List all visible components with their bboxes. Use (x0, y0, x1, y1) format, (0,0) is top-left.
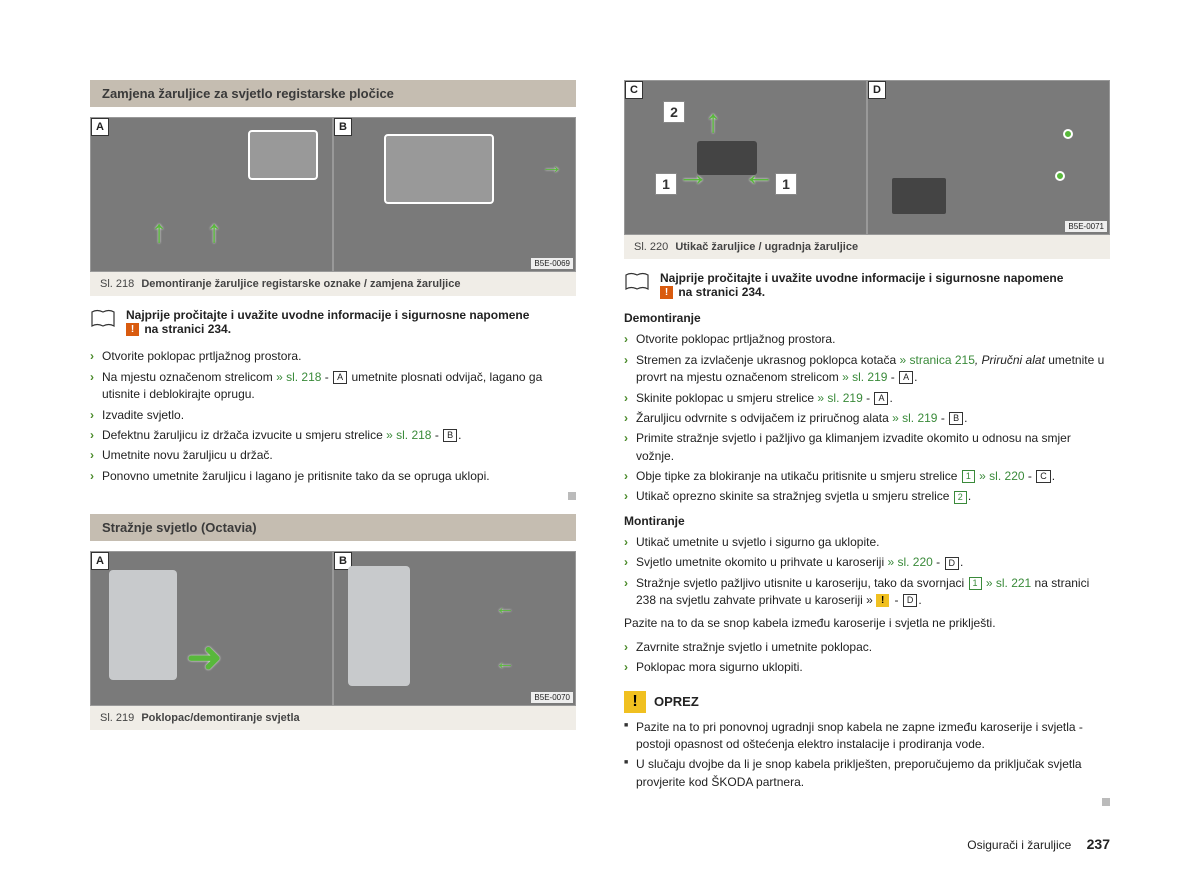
figure-220: C 2 1 1 ↑ → ← D B5E-0071 Sl (624, 80, 1110, 259)
step-item: Poklopac mora sigurno uklopiti. (624, 659, 1110, 676)
page-number: 237 (1087, 836, 1110, 852)
figure-218: A ↑ ↑ B → B5E-0069 Sl. 218 Demontiranje … (90, 117, 576, 296)
step-item: Skinite poklopac u smjeru strelice » sl.… (624, 390, 1110, 407)
step-item: Umetnite novu žaruljicu u držač. (90, 447, 576, 464)
step-item: Otvorite poklopac prtljažnog prostora. (90, 348, 576, 365)
step-item: Stremen za izvlačenje ukrasnog poklopca … (624, 352, 1110, 387)
step-item: Otvorite poklopac prtljažnog prostora. (624, 331, 1110, 348)
figure-ref-code: B5E-0070 (531, 692, 573, 703)
step-item: Utikač oprezno skinite sa stražnjeg svje… (624, 488, 1110, 505)
caution-label: OPREZ (654, 694, 699, 709)
caution-heading: ! OPREZ (624, 691, 1110, 713)
figure-220-d: D B5E-0071 (867, 80, 1110, 235)
section-end-marker (568, 492, 576, 500)
step-item: Izvadite svjetlo. (90, 407, 576, 424)
figure-ref-code: B5E-0069 (531, 258, 573, 269)
figure-label: A (91, 552, 109, 570)
figure-label: D (868, 81, 886, 99)
warning-icon: ! (126, 323, 139, 336)
section-header-replace-bulb: Zamjena žaruljice za svjetlo registarske… (90, 80, 576, 107)
section-end-marker (1102, 798, 1110, 806)
section-header-rear-light: Stražnje svjetlo (Octavia) (90, 514, 576, 541)
book-icon (90, 308, 116, 330)
figure-219-b: B ← ← B5E-0070 (333, 551, 576, 706)
figure-220-c: C 2 1 1 ↑ → ← (624, 80, 867, 235)
figure-ref-code: B5E-0071 (1065, 221, 1107, 232)
warning-icon: ! (660, 286, 673, 299)
note-paragraph: Pazite na to da se snop kabela između ka… (624, 615, 1110, 632)
step-item: Svjetlo umetnite okomito u prihvate u ka… (624, 554, 1110, 571)
figure-218-a: A ↑ ↑ (90, 117, 333, 272)
figure-label: A (91, 118, 109, 136)
caution-item: Pazite na to pri ponovnoj ugradnji snop … (624, 719, 1110, 754)
step-item: Ponovno umetnite žaruljicu i lagano je p… (90, 468, 576, 485)
intro-page-ref: na stranici 234. (678, 285, 765, 299)
caution-inline-icon: ! (876, 594, 889, 607)
figure-219-a: A ➜ (90, 551, 333, 706)
step-item: Na mjestu označenom strelicom » sl. 218 … (90, 369, 576, 404)
figure-label: B (334, 118, 352, 136)
figure-caption: Sl. 219 Poklopac/demontiranje svjetla (90, 706, 576, 730)
step-item: Obje tipke za blokiranje na utikaču prit… (624, 468, 1110, 485)
intro-note: Najprije pročitajte i uvažite uvodne inf… (90, 308, 576, 336)
caution-icon: ! (624, 691, 646, 713)
book-icon (624, 271, 650, 293)
figure-219: A ➜ B ← ← B5E-0070 Sl. 219 Poklopac/demo… (90, 551, 576, 730)
figure-caption: Sl. 218 Demontiranje žaruljice registars… (90, 272, 576, 296)
figure-caption: Sl. 220 Utikač žaruljice / ugradnja žaru… (624, 235, 1110, 259)
intro-text: Najprije pročitajte i uvažite uvodne inf… (126, 308, 529, 322)
caution-item: U slučaju dvojbe da li je snop kabela pr… (624, 756, 1110, 791)
step-item: Zavrnite stražnje svjetlo i umetnite pok… (624, 639, 1110, 656)
figure-label: C (625, 81, 643, 99)
footer-section: Osigurači i žaruljice (967, 838, 1071, 852)
intro-text: Najprije pročitajte i uvažite uvodne inf… (660, 271, 1063, 285)
page-footer: Osigurači i žaruljice 237 (967, 836, 1110, 852)
subhead-mount: Montiranje (624, 514, 1110, 528)
intro-note: Najprije pročitajte i uvažite uvodne inf… (624, 271, 1110, 299)
subhead-demount: Demontiranje (624, 311, 1110, 325)
step-item: Stražnje svjetlo pažljivo utisnite u kar… (624, 575, 1110, 610)
step-item: Primite stražnje svjetlo i pažljivo ga k… (624, 430, 1110, 465)
step-item: Defektnu žaruljicu iz držača izvucite u … (90, 427, 576, 444)
step-item: Žaruljicu odvrnite s odvijačem iz priruč… (624, 410, 1110, 427)
figure-218-b: B → B5E-0069 (333, 117, 576, 272)
intro-page-ref: na stranici 234. (144, 322, 231, 336)
step-item: Utikač umetnite u svjetlo i sigurno ga u… (624, 534, 1110, 551)
